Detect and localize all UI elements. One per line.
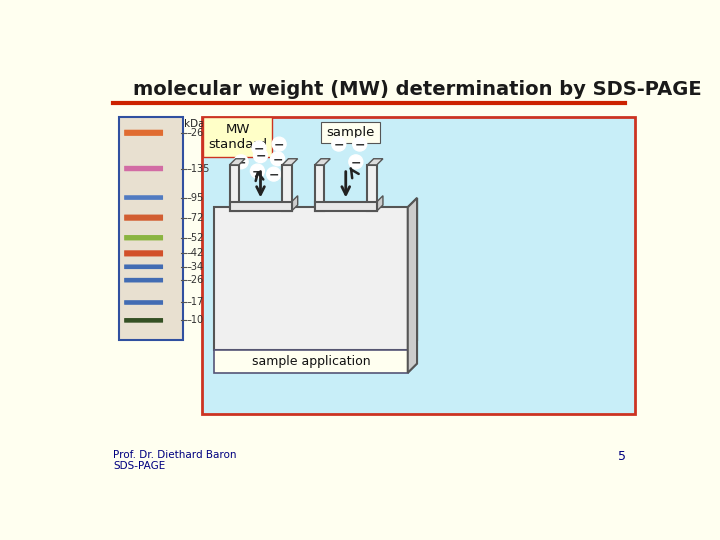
Text: −: − xyxy=(236,156,246,169)
Circle shape xyxy=(271,152,284,166)
Text: sample application: sample application xyxy=(251,355,370,368)
FancyBboxPatch shape xyxy=(124,278,163,282)
Text: –10: –10 xyxy=(187,315,204,326)
Circle shape xyxy=(251,164,264,178)
FancyBboxPatch shape xyxy=(214,350,408,373)
FancyBboxPatch shape xyxy=(120,117,183,340)
FancyBboxPatch shape xyxy=(321,122,380,143)
FancyBboxPatch shape xyxy=(230,165,239,211)
Text: −: − xyxy=(354,138,365,151)
Text: −: − xyxy=(269,168,279,181)
FancyBboxPatch shape xyxy=(230,202,292,211)
Text: −: − xyxy=(333,138,344,151)
Text: –135: –135 xyxy=(187,164,210,173)
FancyArrowPatch shape xyxy=(351,168,359,178)
Circle shape xyxy=(234,155,248,168)
Polygon shape xyxy=(377,195,383,211)
FancyBboxPatch shape xyxy=(124,300,163,305)
Text: −: − xyxy=(274,138,284,151)
Circle shape xyxy=(252,141,266,155)
FancyBboxPatch shape xyxy=(315,165,324,211)
Text: –72: –72 xyxy=(187,213,204,222)
FancyBboxPatch shape xyxy=(124,214,163,221)
Text: sample: sample xyxy=(326,126,374,139)
FancyArrowPatch shape xyxy=(256,173,264,181)
FancyBboxPatch shape xyxy=(202,117,635,414)
Circle shape xyxy=(332,137,346,151)
FancyBboxPatch shape xyxy=(124,195,163,200)
FancyBboxPatch shape xyxy=(124,130,163,136)
Text: –34: –34 xyxy=(187,262,204,272)
FancyBboxPatch shape xyxy=(124,251,163,256)
Polygon shape xyxy=(292,195,297,211)
Circle shape xyxy=(272,137,286,151)
FancyBboxPatch shape xyxy=(214,207,408,350)
FancyBboxPatch shape xyxy=(367,165,377,211)
Text: −: − xyxy=(272,153,283,166)
Text: –17: –17 xyxy=(187,298,204,307)
Text: Prof. Dr. Diethard Baron
SDS-PAGE: Prof. Dr. Diethard Baron SDS-PAGE xyxy=(113,450,237,471)
Circle shape xyxy=(266,167,281,181)
Text: −: − xyxy=(252,165,263,178)
Text: MW
standard: MW standard xyxy=(208,123,267,151)
Text: –95: –95 xyxy=(187,193,204,202)
Polygon shape xyxy=(315,159,330,165)
Text: –26: –26 xyxy=(187,275,204,285)
Text: −: − xyxy=(256,150,266,163)
Polygon shape xyxy=(282,159,297,165)
Text: –260: –260 xyxy=(187,128,210,138)
Text: –42: –42 xyxy=(187,248,204,258)
Text: −: − xyxy=(253,142,264,155)
Polygon shape xyxy=(408,198,417,373)
FancyBboxPatch shape xyxy=(203,117,272,157)
Polygon shape xyxy=(367,159,383,165)
Circle shape xyxy=(253,148,267,163)
Text: −: − xyxy=(351,156,361,169)
Circle shape xyxy=(353,137,366,151)
Text: 5: 5 xyxy=(618,450,626,463)
FancyBboxPatch shape xyxy=(282,165,292,211)
Polygon shape xyxy=(408,198,417,350)
FancyBboxPatch shape xyxy=(124,235,163,240)
Text: kDa: kDa xyxy=(184,119,204,129)
FancyBboxPatch shape xyxy=(124,265,163,269)
Text: –52: –52 xyxy=(187,233,204,243)
Polygon shape xyxy=(408,340,417,373)
Text: molecular weight (MW) determination by SDS-PAGE: molecular weight (MW) determination by S… xyxy=(132,80,701,99)
FancyBboxPatch shape xyxy=(124,166,163,171)
FancyBboxPatch shape xyxy=(315,202,377,211)
Circle shape xyxy=(349,155,363,168)
Polygon shape xyxy=(230,159,245,165)
FancyBboxPatch shape xyxy=(124,318,163,323)
